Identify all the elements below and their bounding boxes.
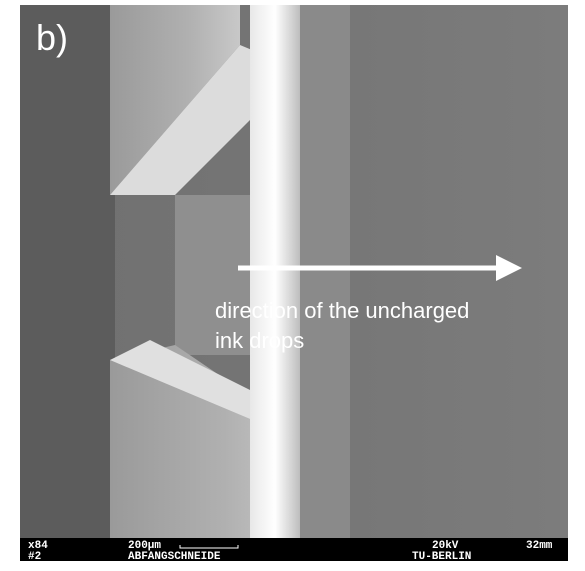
sample-name: ABFANGSCHNEIDE — [128, 551, 221, 563]
rail-edge — [300, 5, 350, 538]
micrograph: b) direction of the uncharged ink drops — [20, 5, 568, 538]
info-bar: x84 #2 200µm ABFANGSCHNEIDE 20kV TU-BERL… — [20, 538, 568, 563]
panel-label: b) — [36, 17, 68, 58]
annotation-line: direction of the uncharged — [215, 298, 469, 323]
working-distance: 32mm — [526, 540, 553, 552]
rail — [250, 5, 300, 538]
institution: TU-BERLIN — [412, 551, 471, 563]
annotation-line: ink drops — [215, 328, 304, 353]
image-number: #2 — [28, 551, 41, 563]
sem-figure: b) direction of the uncharged ink drops … — [0, 0, 585, 571]
left-shadow — [20, 5, 115, 538]
info-bar-bg — [20, 538, 568, 561]
